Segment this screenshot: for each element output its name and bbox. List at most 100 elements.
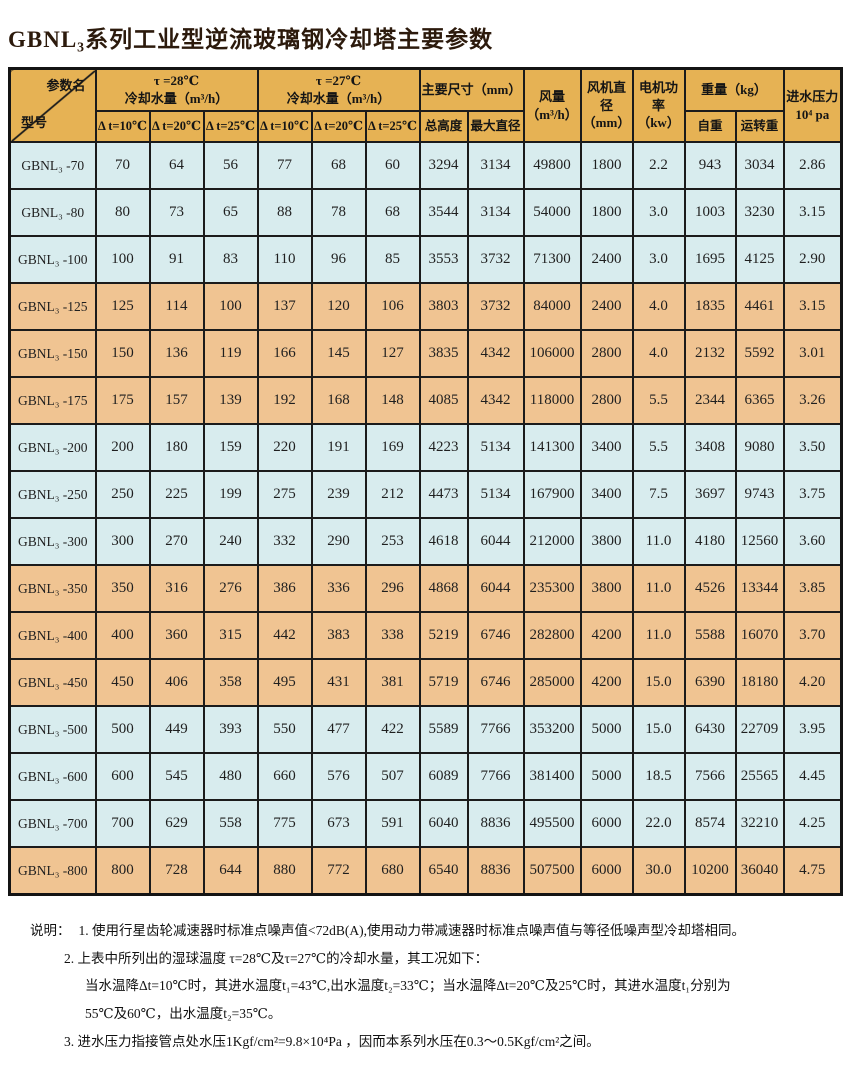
value-cell: 332 [256,517,313,566]
value-cell: 3.70 [782,611,843,660]
value-cell: 12560 [734,517,785,566]
value-cell: 5.5 [631,376,686,425]
value-cell: 250 [94,470,151,519]
value-cell: 449 [148,705,205,754]
value-cell: 545 [148,752,205,801]
note-1: 说明： 1. 使用行星齿轮减速器时标准点噪声值<72dB(A),使用动力带减速器时… [30,917,850,945]
value-cell: 3.95 [782,705,843,754]
value-cell: 3.01 [782,329,843,378]
value-cell: 91 [148,235,205,284]
value-cell: 1800 [579,188,634,237]
page-title: GBNL₃系列工业型逆流玻璃钢冷却塔主要参数 [8,27,494,52]
subheader-dt25-t27: Δ t=25℃ [364,110,421,143]
value-cell: 3.15 [782,188,843,237]
value-cell: 7766 [466,705,525,754]
value-cell: 18180 [734,658,785,707]
value-cell: 4223 [418,423,469,472]
value-cell: 507 [364,752,421,801]
value-cell: 6000 [579,846,634,896]
value-cell: 775 [256,799,313,848]
model-cell: GBNL₃ -125 [8,282,97,331]
subheader-dt20-t28: Δ t=20℃ [148,110,205,143]
value-cell: 680 [364,846,421,896]
value-cell: 3803 [418,282,469,331]
model-cell: GBNL₃ -300 [8,517,97,566]
subheader-dt25-t28: Δ t=25℃ [202,110,259,143]
value-cell: 200 [94,423,151,472]
value-cell: 282800 [522,611,582,660]
value-cell: 381 [364,658,421,707]
header-tau28-cooling-water: τ =28℃ 冷却水量（m³/h） [94,67,259,112]
value-cell: 15.0 [631,658,686,707]
value-cell: 30.0 [631,846,686,896]
value-cell: 15.0 [631,705,686,754]
table-row: GBNL₃ -300 300 270 240 332 290 253 4618 6044 2120… [8,517,843,566]
value-cell: 192 [256,376,313,425]
table-row: GBNL₃ -700 700 629 558 775 673 591 6040 8836 4955… [8,799,843,848]
value-cell: 5134 [466,423,525,472]
value-cell: 22709 [734,705,785,754]
value-cell: 6746 [466,611,525,660]
value-cell: 49800 [522,141,582,190]
model-cell: GBNL₃ -150 [8,329,97,378]
value-cell: 3408 [683,423,737,472]
subheader-dt10-t28: Δ t=10℃ [94,110,151,143]
header-main-dimensions: 主要尺寸（mm） [418,67,525,112]
value-cell: 700 [94,799,151,848]
value-cell: 145 [310,329,367,378]
value-cell: 300 [94,517,151,566]
model-cell: GBNL₃ -70 [8,141,97,190]
model-cell: GBNL₃ -175 [8,376,97,425]
value-cell: 4125 [734,235,785,284]
value-cell: 16070 [734,611,785,660]
value-cell: 2400 [579,282,634,331]
subheader-dt10-t27: Δ t=10℃ [256,110,313,143]
value-cell: 2.90 [782,235,843,284]
value-cell: 191 [310,423,367,472]
value-cell: 8574 [683,799,737,848]
notes-label: 说明： [30,923,71,938]
value-cell: 2344 [683,376,737,425]
value-cell: 290 [310,517,367,566]
value-cell: 3.15 [782,282,843,331]
value-cell: 159 [202,423,259,472]
value-cell: 880 [256,846,313,896]
value-cell: 168 [310,376,367,425]
table-row: GBNL₃ -500 500 449 393 550 477 422 5589 7766 3532… [8,705,843,754]
header-tau27-cooling-water: τ =27℃ 冷却水量（m³/h） [256,67,421,112]
table-row: GBNL₃ -150 150 136 119 166 145 127 3835 4342 1060… [8,329,843,378]
value-cell: 2.2 [631,141,686,190]
value-cell: 4473 [418,470,469,519]
value-cell: 7566 [683,752,737,801]
value-cell: 220 [256,423,313,472]
value-cell: 3544 [418,188,469,237]
value-cell: 4200 [579,611,634,660]
value-cell: 125 [94,282,151,331]
value-cell: 1835 [683,282,737,331]
value-cell: 2132 [683,329,737,378]
value-cell: 65 [202,188,259,237]
value-cell: 3134 [466,141,525,190]
value-cell: 4618 [418,517,469,566]
value-cell: 3400 [579,470,634,519]
model-cell: GBNL₃ -250 [8,470,97,519]
note-3: 3. 进水压力指接管点处水压1Kgf/cm²=9.8×10⁴Pa ，因而本系列水… [64,1033,600,1049]
value-cell: 3134 [466,188,525,237]
table-row: GBNL₃ -80 80 73 65 88 78 68 3544 3134 54000 1800 3.… [8,188,843,237]
value-cell: 7.5 [631,470,686,519]
value-cell: 316 [148,564,205,613]
value-cell: 167900 [522,470,582,519]
value-cell: 6044 [466,517,525,566]
model-cell: GBNL₃ -350 [8,564,97,613]
value-cell: 148 [364,376,421,425]
model-cell: GBNL₃ -700 [8,799,97,848]
value-cell: 477 [310,705,367,754]
value-cell: 1800 [579,141,634,190]
value-cell: 119 [202,329,259,378]
table-body: GBNL₃ -70 70 64 56 77 68 60 3294 3134 49800 1800 2.… [8,141,843,896]
value-cell: 5.5 [631,423,686,472]
value-cell: 83 [202,235,259,284]
value-cell: 507500 [522,846,582,896]
value-cell: 285000 [522,658,582,707]
value-cell: 3230 [734,188,785,237]
